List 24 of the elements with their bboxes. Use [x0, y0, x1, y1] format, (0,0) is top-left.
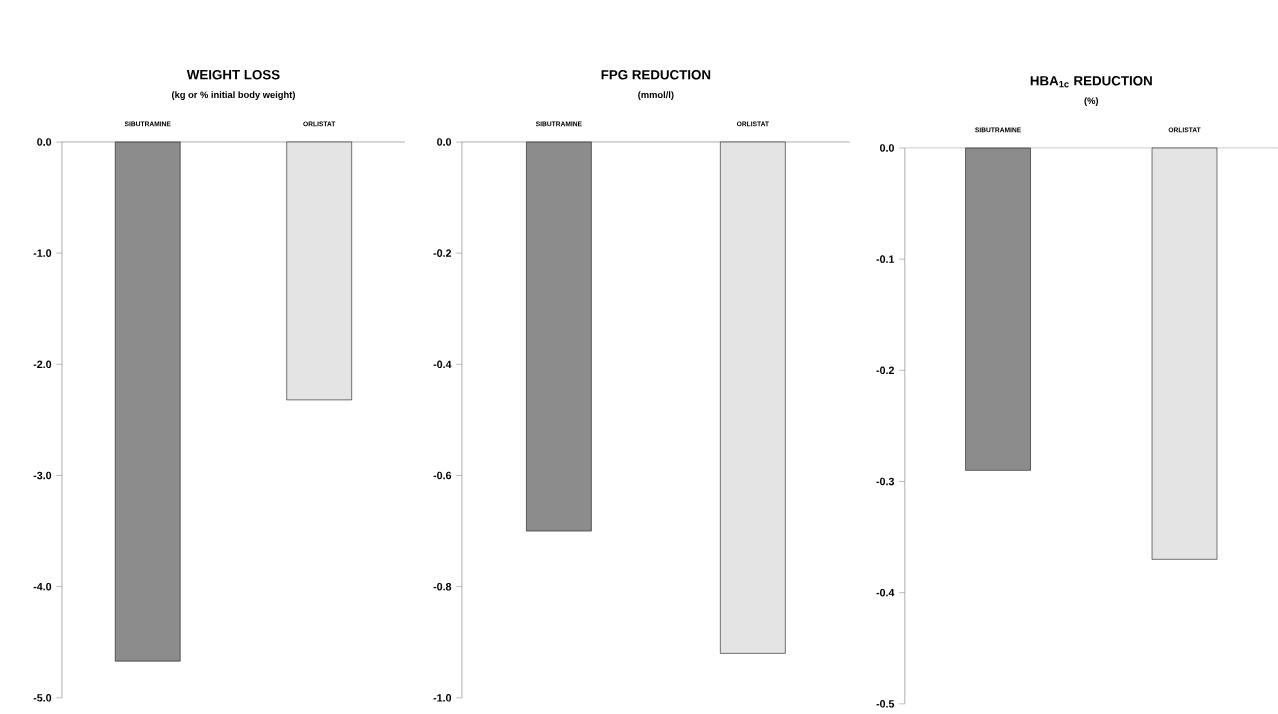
y-tick-label: -0.6 — [433, 471, 452, 480]
y-tick-label: -0.3 — [876, 477, 895, 486]
y-tick-label: -3.0 — [33, 471, 52, 480]
y-tick-label: 0.0 — [37, 138, 52, 146]
y-tick-label: -0.8 — [433, 582, 452, 591]
y-tick-label: -5.0 — [33, 694, 52, 702]
chart-subtitle: (%) — [1084, 97, 1099, 107]
chart-title: WEIGHT LOSS — [186, 70, 280, 80]
y-tick-label: -0.2 — [433, 249, 452, 257]
y-tick-label: 0.0 — [880, 144, 894, 152]
y-tick-label: -1.0 — [33, 249, 52, 257]
y-tick-label: -0.2 — [876, 366, 894, 375]
y-tick-label: -0.5 — [876, 700, 895, 708]
y-tick-label: 0.0 — [437, 138, 452, 146]
y-tick-label: -1.0 — [433, 694, 452, 702]
y-tick-label: -0.4 — [433, 360, 452, 369]
chart-title: FPG REDUCTION — [601, 70, 711, 80]
y-tick-label: -4.0 — [33, 582, 52, 591]
chart-title: HBA$_{1c}$ REDUCTION — [1030, 76, 1152, 88]
y-tick-label: -2.0 — [33, 360, 52, 369]
chart-subtitle: (kg or % initial body weight) — [171, 91, 295, 101]
chart-subtitle: (mmol/l) — [638, 91, 674, 101]
y-tick-label: -0.4 — [876, 588, 895, 597]
y-tick-label: -0.1 — [876, 255, 895, 263]
